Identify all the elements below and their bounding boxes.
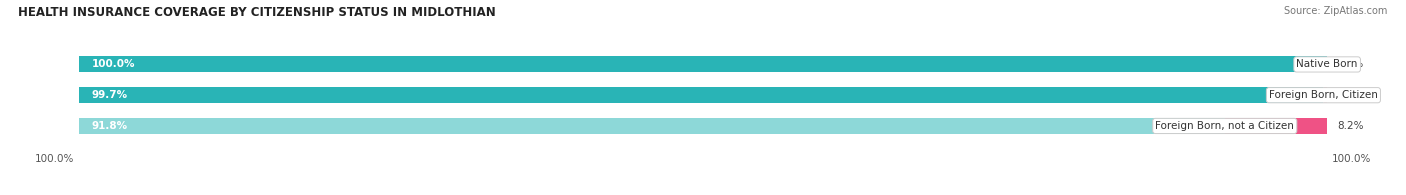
Text: 0.29%: 0.29% bbox=[1337, 90, 1369, 100]
Bar bbox=[79, 87, 1327, 103]
Text: 8.2%: 8.2% bbox=[1337, 121, 1364, 131]
Bar bbox=[79, 87, 1323, 103]
Bar bbox=[79, 118, 1327, 134]
Text: Source: ZipAtlas.com: Source: ZipAtlas.com bbox=[1284, 6, 1388, 16]
Text: Foreign Born, not a Citizen: Foreign Born, not a Citizen bbox=[1156, 121, 1295, 131]
Text: 91.8%: 91.8% bbox=[91, 121, 128, 131]
Text: 99.7%: 99.7% bbox=[91, 90, 128, 100]
Bar bbox=[79, 56, 1327, 72]
Text: HEALTH INSURANCE COVERAGE BY CITIZENSHIP STATUS IN MIDLOTHIAN: HEALTH INSURANCE COVERAGE BY CITIZENSHIP… bbox=[18, 6, 496, 19]
Bar bbox=[1225, 118, 1327, 134]
Bar bbox=[1323, 87, 1327, 103]
Text: 100.0%: 100.0% bbox=[91, 59, 135, 69]
Text: Native Born: Native Born bbox=[1296, 59, 1358, 69]
Text: 100.0%: 100.0% bbox=[1331, 154, 1371, 164]
Text: 0.0%: 0.0% bbox=[1337, 59, 1364, 69]
Text: 100.0%: 100.0% bbox=[35, 154, 75, 164]
Bar bbox=[79, 118, 1225, 134]
Bar bbox=[79, 56, 1327, 72]
Text: Foreign Born, Citizen: Foreign Born, Citizen bbox=[1270, 90, 1378, 100]
